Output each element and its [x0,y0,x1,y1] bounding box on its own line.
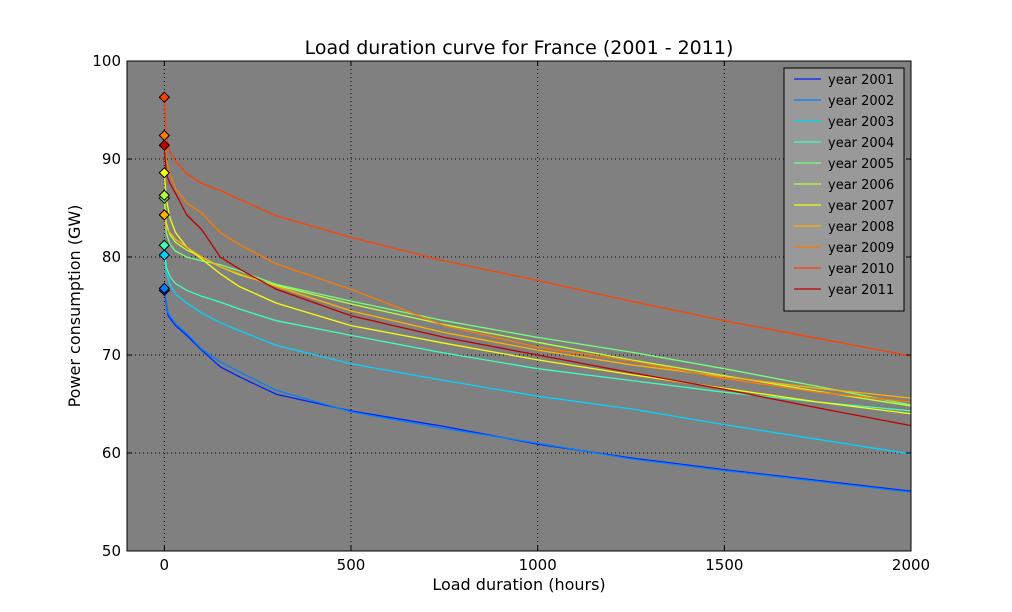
series-line [163,214,912,399]
x-tick-label: 1500 [705,556,743,574]
legend-label: year 2004 [828,136,894,151]
axis-ticks: 0 500 1000 1500 2000 50 60 70 80 90 100 [92,52,930,574]
y-tick-label: 60 [102,444,121,462]
series-line [163,290,912,492]
y-tick-label: 50 [102,542,121,560]
legend-label: year 2005 [828,157,894,172]
series-line [163,97,912,357]
peak-marker [158,167,171,179]
legend-label: year 2011 [828,283,894,298]
plot-frame [126,60,912,552]
peak-markers [158,91,171,297]
series-line [163,245,912,412]
y-tick-label: 80 [102,248,121,266]
legend-label: year 2008 [828,220,894,235]
x-tick-label: 500 [337,556,366,574]
series-line [163,145,912,427]
legend-label: year 2010 [828,262,894,277]
x-axis-label: Load duration (hours) [432,575,605,594]
x-tick-label: 1000 [519,556,557,574]
peak-marker [158,239,171,251]
peak-marker [158,189,171,201]
legend-label: year 2007 [828,199,894,214]
legend-label: year 2009 [828,241,894,256]
peak-marker [158,91,171,103]
legend-box [783,67,905,312]
y-tick-label: 90 [102,150,121,168]
legend: year 2001 year 2002 year 2003 year 2004 year… [783,67,905,312]
series-lines [163,97,912,493]
series-line [163,254,912,455]
series-line [163,135,912,403]
peak-marker [158,209,171,221]
y-tick-label: 70 [102,346,121,364]
series-line [163,198,912,406]
series-line [163,288,912,493]
x-tick-label: 0 [160,556,170,574]
y-tick-label: 100 [92,52,121,70]
peak-marker [158,139,171,151]
peak-marker [158,282,171,295]
y-axis-label: Power consumption (GW) [65,205,84,408]
legend-label: year 2001 [828,73,894,88]
chart-title: Load duration curve for France (2001 - 2… [305,37,734,59]
peak-marker [158,249,171,261]
legend-label: year 2002 [828,94,894,109]
legend-label: year 2006 [828,178,894,193]
x-tick-label: 2000 [892,556,930,574]
plot-background [127,61,911,551]
legend-label: year 2003 [828,115,894,130]
